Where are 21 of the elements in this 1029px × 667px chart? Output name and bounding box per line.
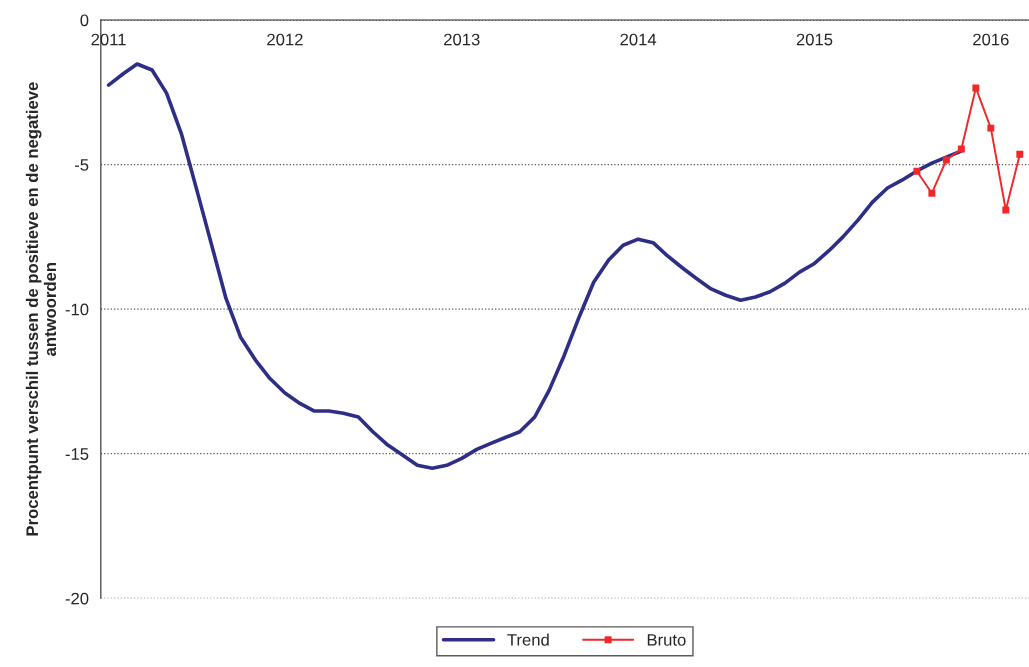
- point: [928, 189, 936, 197]
- y-tick-label: 0: [80, 14, 89, 27]
- point: [972, 84, 980, 92]
- point: [987, 124, 995, 132]
- y-tick-label: -5: [74, 159, 89, 171]
- x-tick-label: 2016: [973, 33, 1009, 46]
- point: [957, 145, 965, 153]
- point: [942, 156, 950, 164]
- x-tick-label: 2013: [444, 33, 480, 46]
- line-series: [106, 62, 964, 470]
- y-tick-label: -10: [65, 303, 89, 316]
- x-tick-label: 2015: [796, 33, 833, 46]
- point: [913, 167, 921, 175]
- x-tick-label: 2012: [267, 33, 303, 46]
- x-tick-label: 2014: [620, 33, 657, 46]
- y-axis-title: Procentpunt verschil tussen de positieve en de negatieve antwoorden: [25, 82, 57, 536]
- legend-label: Bruto: [647, 634, 686, 646]
- y-tick-label: -15: [65, 448, 89, 460]
- point: [1016, 150, 1024, 158]
- y-tick-label: -20: [65, 592, 89, 605]
- legend-label: Trend: [507, 633, 549, 646]
